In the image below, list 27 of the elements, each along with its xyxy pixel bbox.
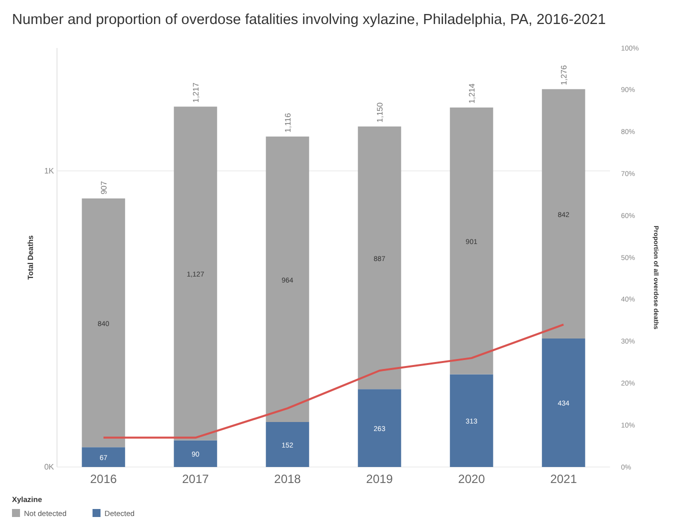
bar [358,126,402,390]
total-label: 1,214 [468,82,477,104]
total-label: 1,116 [283,112,292,133]
x-tick-label: 2016 [90,472,118,486]
y-tick-label: 0K [44,462,55,472]
bar [174,106,218,440]
bar [266,136,310,422]
x-tick-label: 2019 [366,472,394,486]
bar [542,338,586,467]
total-label: 907 [99,180,108,194]
total-label: 1,217 [191,82,200,103]
bar [358,389,402,467]
chart-title: Number and proportion of overdose fatalities involving xylazine, Philadelphia, PA, 2016-2021 [12,12,606,28]
x-tick-label: 2021 [550,472,578,486]
total-label: 1,276 [560,64,569,86]
x-tick-label: 2017 [182,472,210,486]
bar [450,374,494,467]
bar [542,89,586,338]
y-tick-label: 1K [44,166,55,176]
bar [266,422,310,467]
x-tick-label: 2018 [274,472,302,486]
bar [82,198,126,448]
total-label: 1,150 [376,102,385,122]
x-tick-label: 2020 [458,472,486,486]
bar [174,440,218,467]
bar [82,447,126,467]
bar [450,108,494,374]
